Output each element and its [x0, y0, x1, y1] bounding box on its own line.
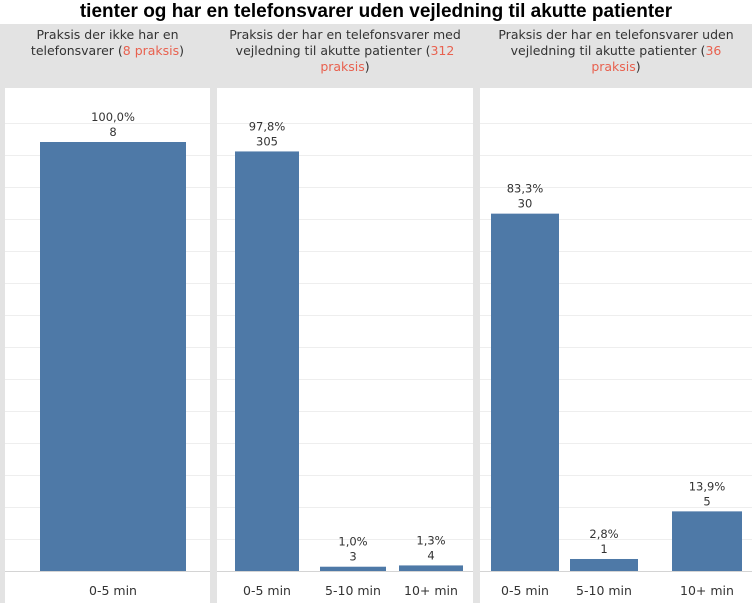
- bar-percent-label: 97,8%: [249, 119, 286, 133]
- panel-header: Praksis der har en telefonsvarer med vej…: [217, 24, 473, 88]
- bar-count-label: 305: [256, 134, 278, 148]
- bar-percent-label: 1,0%: [338, 535, 367, 549]
- bar[interactable]: [399, 565, 463, 571]
- bar[interactable]: [40, 142, 186, 571]
- bar-chart-svg: 100,0%8 0-5 min: [5, 110, 210, 598]
- bar-count-label: 4: [427, 548, 434, 562]
- bar-count-label: 3: [349, 550, 356, 564]
- panel-header-suffix: ): [179, 43, 185, 58]
- bar[interactable]: [570, 558, 638, 571]
- bar-percent-label: 2,8%: [589, 527, 618, 541]
- bar-chart-svg: 83,3%30 0-5 min 2,8%1 5-10 min 13,9%5 10+ min: [480, 123, 752, 598]
- plot-area: 97,8% 305 0-5 min 1,0% 3 5-10 min 1,3% 4 10+ min: [217, 88, 473, 603]
- x-tick-label: 10+ min: [404, 583, 458, 598]
- x-tick-label: 10+ min: [680, 583, 734, 598]
- panel-with-guidance: Praksis der har en telefonsvarer med vej…: [217, 24, 473, 603]
- bar-count-label: 1: [600, 542, 607, 556]
- panel-without-guidance: Praksis der har en telefonsvarer uden ve…: [480, 24, 752, 603]
- bar-percent-label: 13,9%: [689, 479, 726, 493]
- panel-header-count: 8 praksis: [122, 43, 180, 58]
- x-tick-label: 0-5 min: [501, 583, 549, 598]
- bar-count-label: 30: [518, 197, 533, 211]
- panel-header-prefix: Praksis der ikke har en telefonsvarer (: [30, 27, 179, 58]
- x-tick-label: 0-5 min: [243, 583, 291, 598]
- panel-header-prefix: Praksis der har en telefonsvarer uden ve…: [498, 27, 734, 58]
- chart-title-banner: tienter og har en telefonsvarer uden vej…: [0, 0, 752, 24]
- panel-header-suffix: ): [635, 59, 641, 74]
- bar-percent-label: 83,3%: [507, 182, 544, 196]
- bar-percent-label: 100,0%: [91, 110, 135, 124]
- panel-header-count: 312 praksis: [320, 43, 455, 74]
- bar[interactable]: [320, 566, 386, 571]
- panel-header: Praksis der har en telefonsvarer uden ve…: [480, 24, 752, 88]
- bar-count-label: 8: [109, 125, 116, 139]
- x-tick-label: 5-10 min: [325, 583, 381, 598]
- x-tick-label: 0-5 min: [89, 583, 137, 598]
- chart-title: tienter og har en telefonsvarer uden vej…: [79, 1, 673, 22]
- bar[interactable]: [491, 213, 559, 571]
- bar[interactable]: [235, 151, 299, 572]
- bar-count-label: 5: [703, 494, 710, 508]
- plot-area: 83,3% 30 0-5 min 2,8% 1 5-10 min 13,9% 5 10+ min: [480, 88, 752, 603]
- panel-no-answering-machine: Praksis der ikke har en telefonsvarer (8…: [5, 24, 210, 603]
- panel-header: Praksis der ikke har en telefonsvarer (8…: [5, 24, 210, 88]
- x-tick-label: 5-10 min: [576, 583, 632, 598]
- bar-percent-label: 1,3%: [416, 533, 445, 547]
- bar[interactable]: [672, 511, 742, 571]
- panel-header-prefix: Praksis der har en telefonsvarer med vej…: [229, 27, 461, 58]
- panel-header-suffix: ): [364, 59, 370, 74]
- plot-area: 100,0% 8 0-5 min: [5, 88, 210, 603]
- panel-header-count: 36 praksis: [591, 43, 722, 74]
- bar-chart-svg: 97,8%305 0-5 min 1,0%3 5-10 min 1,3%4 10+ min: [217, 119, 473, 598]
